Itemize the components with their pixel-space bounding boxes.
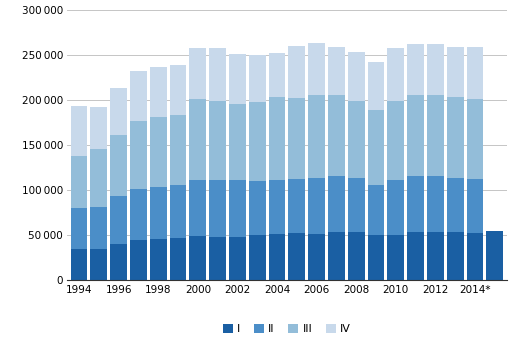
Bar bbox=[110, 134, 127, 196]
Bar bbox=[466, 233, 483, 280]
Bar bbox=[308, 43, 325, 95]
Bar bbox=[447, 178, 464, 232]
Bar bbox=[288, 233, 305, 280]
Bar bbox=[269, 97, 285, 180]
Bar bbox=[447, 47, 464, 97]
Bar bbox=[368, 110, 385, 185]
Bar bbox=[466, 47, 483, 100]
Bar bbox=[466, 100, 483, 179]
Bar bbox=[71, 208, 87, 249]
Bar bbox=[308, 234, 325, 280]
Bar bbox=[407, 176, 424, 232]
Bar bbox=[288, 97, 305, 179]
Bar bbox=[209, 101, 226, 181]
Bar bbox=[130, 188, 147, 240]
Bar bbox=[407, 95, 424, 176]
Bar bbox=[466, 179, 483, 233]
Bar bbox=[170, 238, 187, 280]
Bar bbox=[427, 95, 444, 176]
Bar bbox=[308, 178, 325, 234]
Bar bbox=[308, 95, 325, 178]
Bar bbox=[229, 181, 246, 237]
Bar bbox=[288, 179, 305, 233]
Bar bbox=[130, 121, 147, 188]
Bar bbox=[407, 43, 424, 95]
Legend: I, II, III, IV: I, II, III, IV bbox=[223, 324, 351, 334]
Bar bbox=[348, 101, 364, 178]
Bar bbox=[209, 237, 226, 280]
Bar bbox=[328, 95, 345, 176]
Bar bbox=[249, 102, 266, 181]
Bar bbox=[288, 46, 305, 97]
Bar bbox=[209, 181, 226, 237]
Bar bbox=[90, 107, 108, 149]
Bar bbox=[170, 185, 187, 238]
Bar bbox=[71, 249, 87, 280]
Bar bbox=[229, 54, 246, 104]
Bar bbox=[189, 236, 206, 280]
Bar bbox=[249, 181, 266, 235]
Bar bbox=[427, 176, 444, 232]
Bar bbox=[427, 232, 444, 280]
Bar bbox=[90, 149, 108, 208]
Bar bbox=[407, 232, 424, 280]
Bar bbox=[269, 234, 285, 280]
Bar bbox=[110, 244, 127, 280]
Bar bbox=[368, 63, 385, 110]
Bar bbox=[150, 117, 166, 187]
Bar bbox=[110, 196, 127, 244]
Bar bbox=[447, 97, 464, 178]
Bar bbox=[348, 232, 364, 280]
Bar bbox=[110, 88, 127, 134]
Bar bbox=[387, 101, 404, 181]
Bar bbox=[486, 231, 503, 280]
Bar bbox=[170, 65, 187, 115]
Bar bbox=[189, 100, 206, 181]
Bar bbox=[387, 235, 404, 280]
Bar bbox=[269, 180, 285, 234]
Bar bbox=[427, 44, 444, 95]
Bar bbox=[328, 176, 345, 232]
Bar bbox=[229, 237, 246, 280]
Bar bbox=[447, 232, 464, 280]
Bar bbox=[229, 104, 246, 181]
Bar bbox=[130, 240, 147, 280]
Bar bbox=[328, 232, 345, 280]
Bar bbox=[71, 106, 87, 156]
Bar bbox=[328, 47, 345, 95]
Bar bbox=[368, 235, 385, 280]
Bar bbox=[90, 208, 108, 249]
Bar bbox=[189, 48, 206, 100]
Bar bbox=[387, 181, 404, 235]
Bar bbox=[368, 185, 385, 235]
Bar bbox=[348, 178, 364, 232]
Bar bbox=[71, 156, 87, 208]
Bar bbox=[150, 239, 166, 280]
Bar bbox=[249, 55, 266, 102]
Bar bbox=[130, 70, 147, 121]
Bar bbox=[90, 249, 108, 280]
Bar bbox=[348, 52, 364, 101]
Bar bbox=[189, 181, 206, 236]
Bar bbox=[269, 53, 285, 97]
Bar bbox=[209, 48, 226, 101]
Bar bbox=[150, 187, 166, 239]
Bar bbox=[150, 67, 166, 117]
Bar bbox=[170, 115, 187, 185]
Bar bbox=[249, 235, 266, 280]
Bar bbox=[387, 48, 404, 101]
